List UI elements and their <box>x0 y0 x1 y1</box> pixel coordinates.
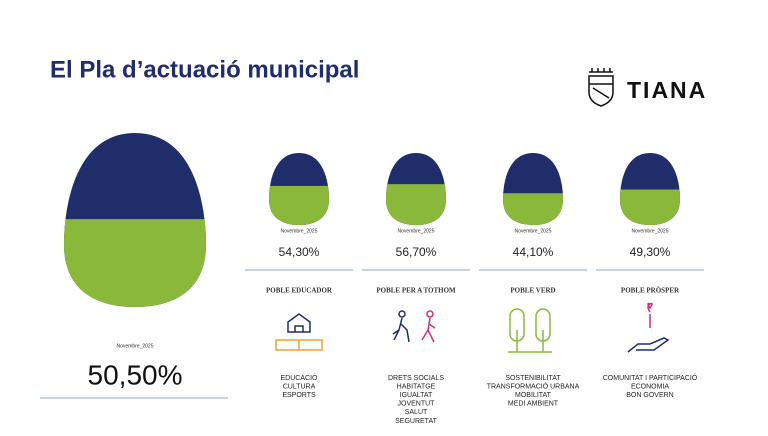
item-value: 44,10% <box>513 245 554 259</box>
topic: MEDI AMBIENT <box>508 401 559 408</box>
topic: COMUNITAT I PARTICIPACIÓ <box>603 373 698 382</box>
topic: BON GOVERN <box>626 392 673 399</box>
egg <box>503 153 563 225</box>
icon-education <box>275 313 323 351</box>
date-label: Novembre_2025 <box>632 228 669 234</box>
item-value: 49,30% <box>630 245 671 259</box>
topic: SALUT <box>405 409 428 416</box>
item-value: 54,30% <box>279 245 320 259</box>
item-value: 56,70% <box>396 245 437 259</box>
section-title: POBLE VERD <box>510 287 555 295</box>
topic: ECONOMIA <box>631 383 669 390</box>
date-label: Novembre_2025 <box>398 228 435 234</box>
egg-fill <box>386 184 446 225</box>
section-title: POBLE PRÒSPER <box>621 287 680 295</box>
egg-fill <box>503 193 563 225</box>
section-title: POBLE EDUCADOR <box>266 287 333 295</box>
topic: MOBILITAT <box>515 392 552 399</box>
topic: SEGURETAT <box>395 418 437 425</box>
topic: SOSTENIBILITAT <box>505 375 561 382</box>
egg-fill <box>269 185 329 225</box>
date-label: Novembre_2025 <box>515 228 552 234</box>
section-title: POBLE PER A TOTHOM <box>376 287 456 295</box>
slide-title: El Pla d’actuació municipal <box>50 56 359 83</box>
topic: TRANSFORMACIÓ URBANA <box>487 381 580 390</box>
egg-fill <box>620 189 680 225</box>
logo-text: TIANA <box>627 77 707 103</box>
date-label: Novembre_2025 <box>281 228 318 234</box>
logo-icon <box>588 68 614 107</box>
icon-people <box>392 310 436 343</box>
topic: HABITATGE <box>397 383 436 390</box>
icon-trees <box>508 308 552 353</box>
egg-fill <box>64 219 206 307</box>
topic: JOVENTUT <box>398 401 436 408</box>
topic: EDUCACIÓ <box>281 373 319 382</box>
egg <box>386 153 446 225</box>
main-value: 50,50% <box>88 359 183 390</box>
topic: ESPORTS <box>282 392 316 399</box>
egg <box>269 153 329 225</box>
topic: IGUALTAT <box>400 392 433 399</box>
egg <box>620 153 680 225</box>
topic: DRETS SOCIALS <box>388 375 444 382</box>
icon-hand <box>627 302 670 353</box>
date-label: Novembre_2025 <box>117 343 154 349</box>
topic: CULTURA <box>283 383 316 390</box>
egg <box>64 133 206 307</box>
